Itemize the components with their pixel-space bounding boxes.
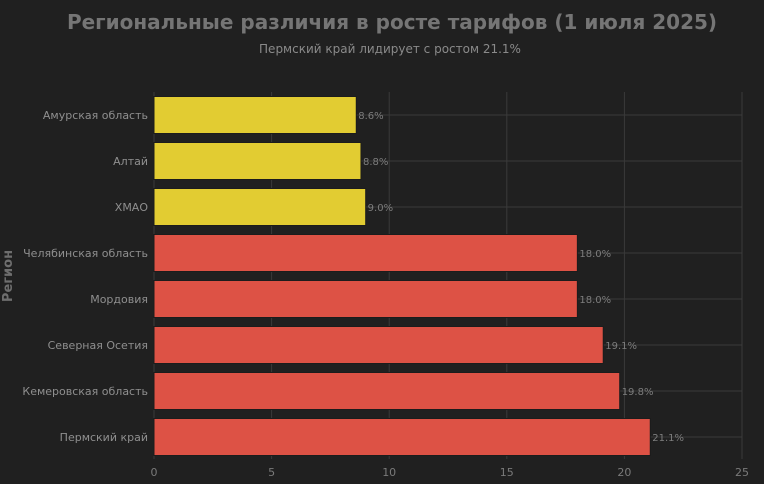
x-tick-label: 15 [500,466,514,479]
x-tick-label: 0 [151,466,158,479]
category-label: Челябинская область [23,247,148,260]
category-label: Алтай [113,155,148,168]
chart-title: Региональные различия в росте тарифов (1… [67,10,717,34]
bar[interactable] [153,142,362,180]
bar[interactable] [153,234,578,272]
bar-layer [153,96,651,456]
category-label: Кемеровская область [22,385,148,398]
value-label: 9.0% [368,203,393,214]
value-label: 18.0% [579,295,611,306]
bar[interactable] [153,188,367,226]
x-tick-label: 25 [735,466,749,479]
value-label: 21.1% [652,433,684,444]
chart-subtitle: Пермский край лидирует с ростом 21.1% [259,42,521,56]
value-label: 18.0% [579,249,611,260]
bar[interactable] [153,326,604,364]
x-tick-label: 5 [268,466,275,479]
category-label: ХМАО [115,201,149,214]
category-label: Северная Осетия [48,339,148,352]
x-tick-label: 10 [382,466,396,479]
bar[interactable] [153,372,621,410]
value-label: 19.8% [622,387,654,398]
category-label: Пермский край [60,431,148,444]
category-label: Мордовия [90,293,148,306]
x-tick-label: 20 [617,466,631,479]
label-layer: 0 5 10 15 20 25 Амурская область 8.6% Алтай 8.8% Х… [22,109,749,479]
value-label: 8.6% [358,111,383,122]
value-label: 8.8% [363,157,388,168]
bar[interactable] [153,280,578,318]
bar[interactable] [153,96,357,134]
value-label: 19.1% [605,341,637,352]
y-axis-label: Регион [1,250,16,302]
category-label: Амурская область [43,109,148,122]
bar[interactable] [153,418,651,456]
